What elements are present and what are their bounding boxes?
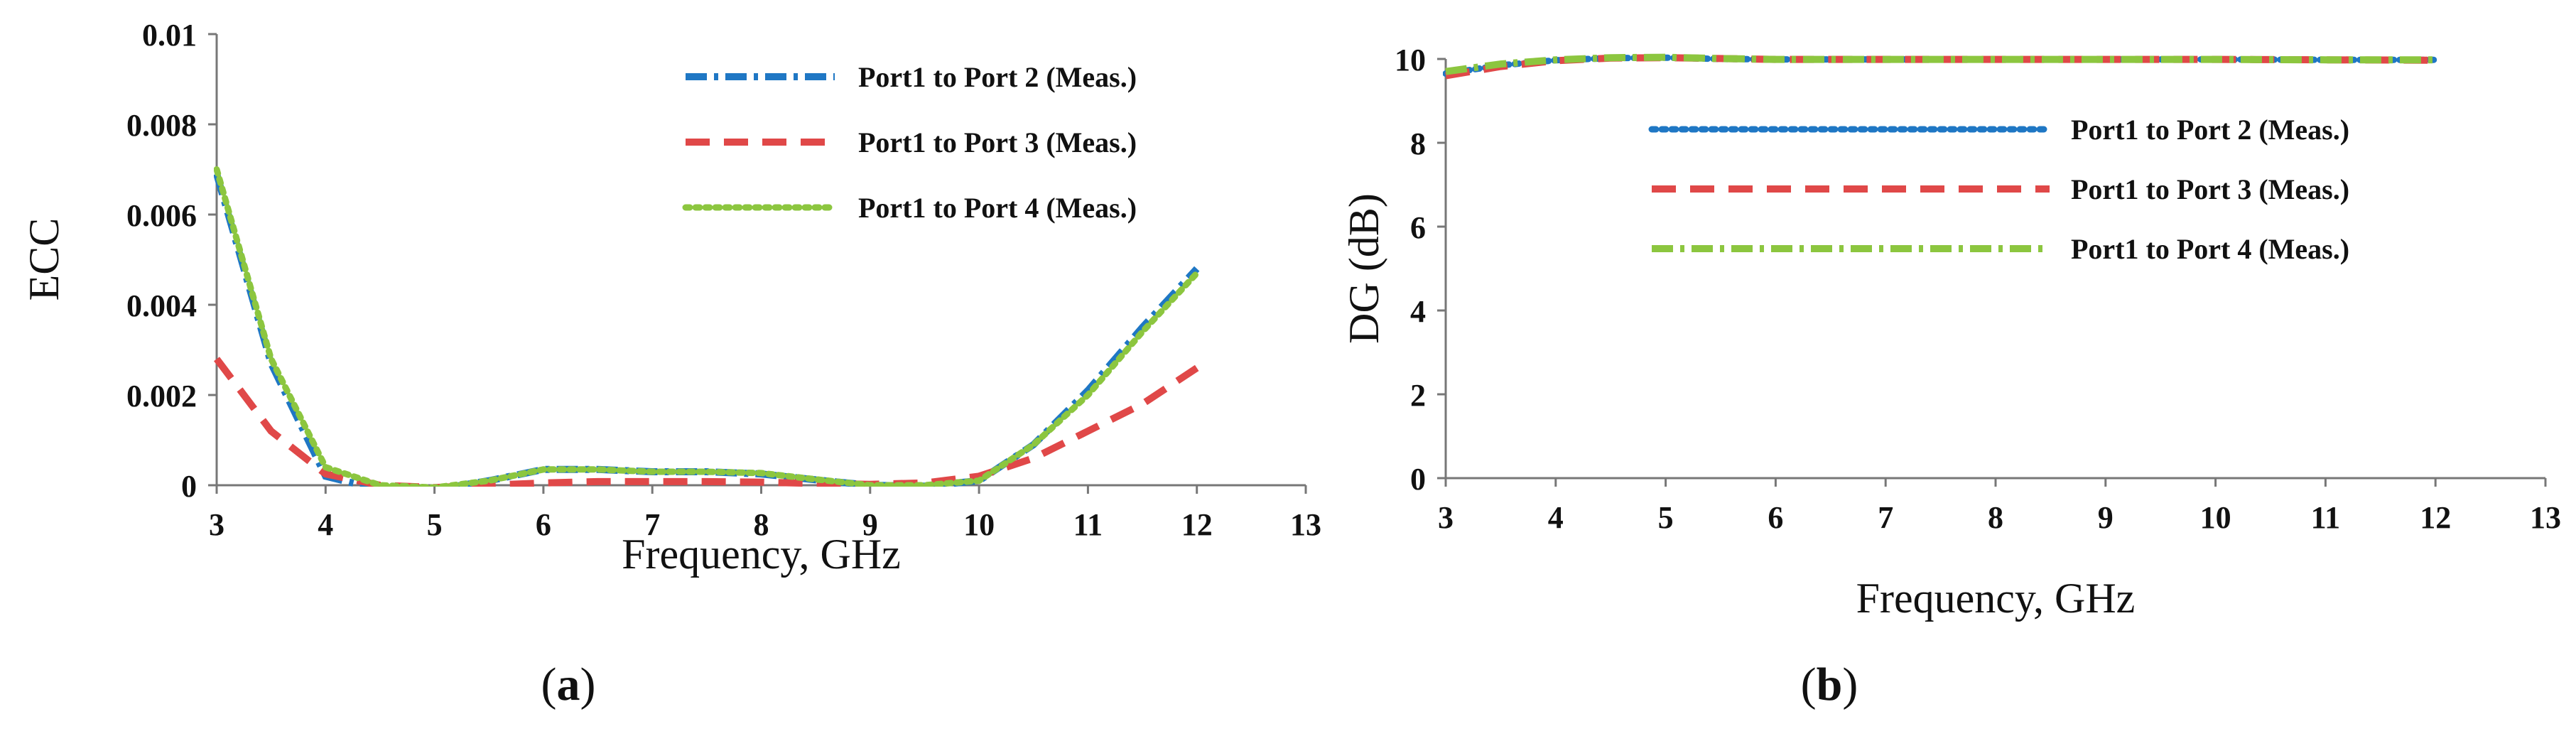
x-axis-label: Frequency, GHz [1856,575,2136,622]
panel-label: (a) [541,659,596,710]
x-tick-label: 10 [963,507,995,542]
x-tick-label: 9 [2098,500,2114,535]
chart-panel-a: 3 4 5 6 7 8 9 10 11 12 13 0 0.002 0.004 0.006 0.008 0.01… [21,18,1321,710]
x-tick-label: 10 [2200,500,2231,535]
series-line-3 [1445,53,2436,75]
panel-label-letter: b [1817,659,1843,710]
legend-label-1: Port1 to Port 2 (Meas.) [858,61,1137,93]
legend-label-3: Port1 to Port 4 (Meas.) [858,192,1137,224]
x-tick-label: 4 [1548,500,1564,535]
legend-label-2: Port1 to Port 3 (Meas.) [2071,173,2349,205]
x-tick-label: 5 [1658,500,1674,535]
series-line-3 [214,166,1201,487]
x-tick-label: 7 [644,507,660,542]
x-tick-label: 9 [862,507,878,542]
y-tick-label: 2 [1410,378,1426,413]
y-tick-label: 8 [1410,126,1426,161]
x-tick-label: 3 [209,507,224,542]
x-tick-label: 8 [1988,500,2003,535]
x-tick-label: 3 [1438,500,1454,535]
panel-label-close: ) [580,659,596,710]
x-tick-label: 5 [427,507,443,542]
y-axis-label: ECC [21,218,67,301]
x-tick-label: 13 [1290,507,1321,542]
y-tick-label: 0.004 [126,288,197,323]
y-tick-label: 10 [1395,43,1426,77]
x-tick-label: 7 [1878,500,1893,535]
x-tick-label: 11 [1073,507,1103,542]
y-tick-label: 0 [181,469,197,504]
panel-label: (b) [1801,659,1858,710]
y-tick-label: 4 [1410,294,1426,329]
x-axis-label: Frequency, GHz [622,531,901,578]
y-axis-label: DG (dB) [1341,193,1387,344]
panel-label-close: ) [1842,659,1858,710]
x-tick-label: 11 [2311,500,2341,535]
x-tick-label: 13 [2530,500,2561,535]
legend-label-2: Port1 to Port 3 (Meas.) [858,126,1137,158]
y-tick-label: 0.01 [142,18,197,53]
x-tick-label: 12 [1181,507,1213,542]
panel-label-letter: a [557,659,580,710]
x-tick-label: 4 [318,507,333,542]
y-tick-label: 0 [1410,462,1426,497]
x-tick-label: 6 [1768,500,1783,535]
legend-label-3: Port1 to Port 4 (Meas.) [2071,233,2349,265]
y-tick-label: 0.008 [126,108,197,143]
panel-label-open: ( [1801,659,1817,710]
x-tick-label: 6 [536,507,551,542]
y-tick-label: 6 [1410,210,1426,245]
x-tick-label: 12 [2420,500,2451,535]
y-tick-label: 0.006 [126,198,197,233]
x-tick-label: 8 [754,507,769,542]
y-tick-label: 0.002 [126,379,197,413]
chart-panel-b: 3 4 5 6 7 8 9 10 11 12 13 0 2 4 6 8 10 Frequency, GHz DG (… [1341,43,2561,710]
legend-label-1: Port1 to Port 2 (Meas.) [2071,114,2349,146]
panel-label-open: ( [541,659,557,710]
